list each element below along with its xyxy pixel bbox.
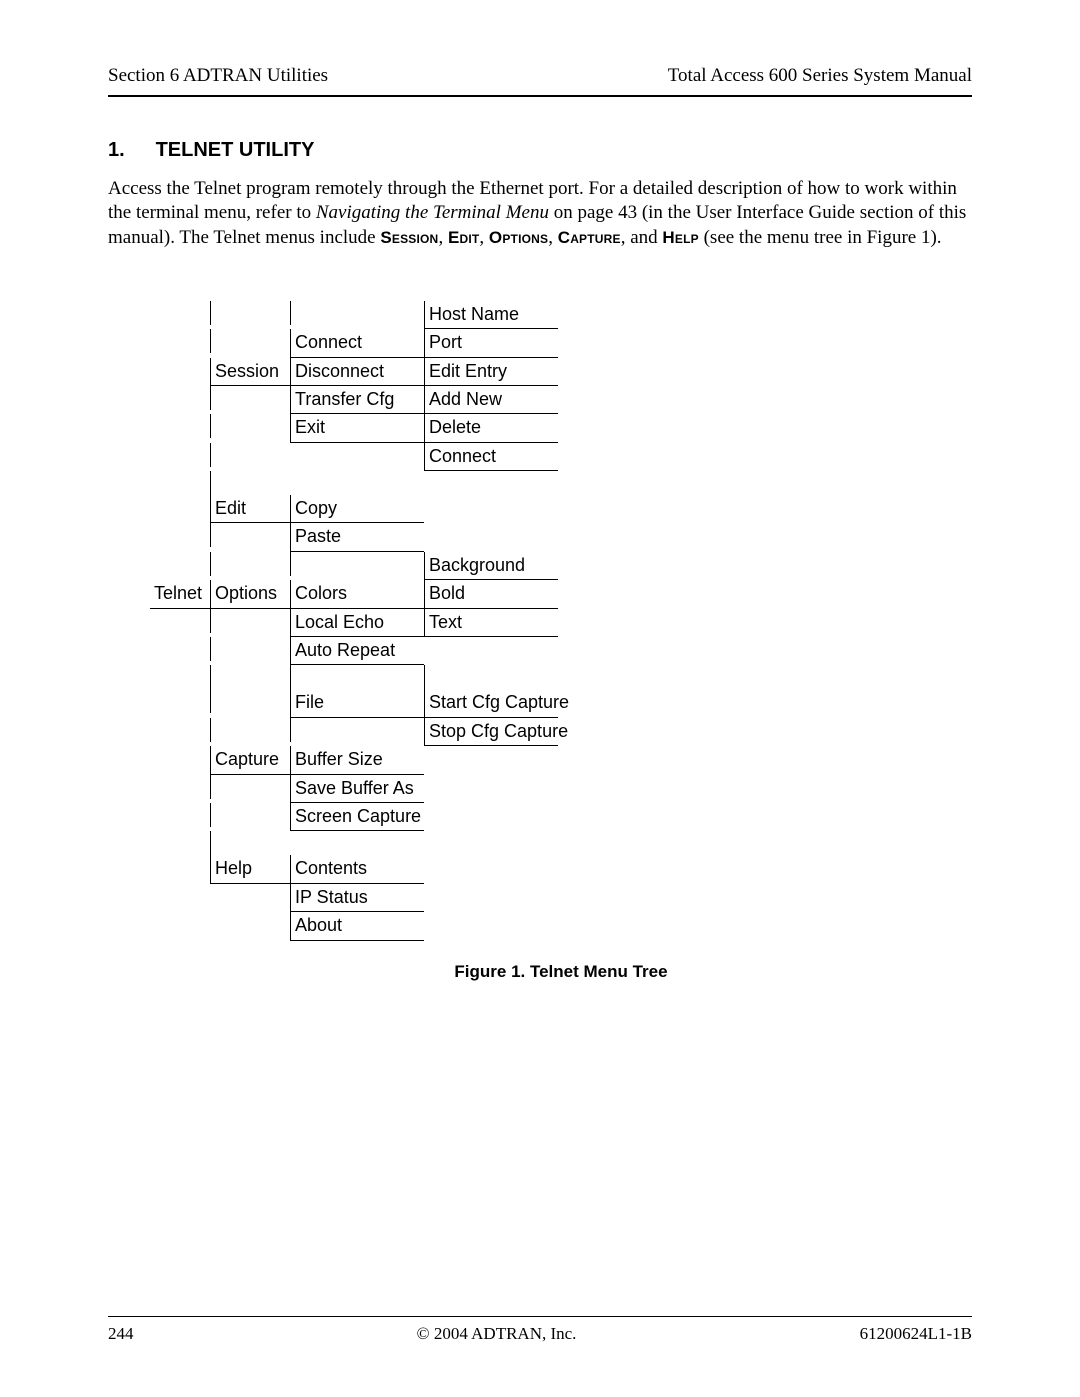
tree-item: Background [424, 552, 558, 580]
sep: , and [621, 227, 663, 248]
tree-item: About [290, 912, 424, 940]
tree-item: Edit Entry [424, 358, 558, 386]
menu-tree: Host Name Connect Port Session Disconnec… [150, 301, 972, 983]
tree-item: Contents [290, 855, 424, 883]
tree-branch-help: Help [210, 855, 290, 883]
page: Section 6 ADTRAN Utilities Total Access … [0, 0, 1080, 1397]
tree-item: Copy [290, 495, 424, 523]
tree-branch-session: Session [210, 358, 290, 386]
tree-item: Auto Repeat [290, 637, 424, 665]
footer-copyright: © 2004 ADTRAN, Inc. [417, 1323, 577, 1345]
tree-item: Paste [290, 523, 424, 551]
running-header: Section 6 ADTRAN Utilities Total Access … [108, 64, 972, 97]
tree-branch-edit: Edit [210, 495, 290, 523]
menu-name-session: Session [380, 228, 438, 247]
tree-item: Delete [424, 414, 558, 442]
para-text: (see the menu tree in Figure 1). [704, 227, 942, 248]
menu-name-options: Options [489, 228, 548, 247]
tree-item: Transfer Cfg [290, 386, 424, 414]
footer-page-number: 244 [108, 1323, 134, 1345]
tree-item: Bold [424, 580, 558, 608]
tree-item: Add New [424, 386, 558, 414]
heading-number: 1. [108, 137, 150, 163]
tree-item: Exit [290, 414, 424, 442]
header-right: Total Access 600 Series System Manual [668, 64, 972, 89]
tree-item: Text [424, 609, 558, 637]
tree-item: Stop Cfg Capture [424, 718, 558, 746]
section-heading: 1. TELNET UTILITY [108, 137, 972, 163]
tree-item: Colors [290, 580, 424, 608]
sep: , [548, 227, 558, 248]
tree-item: Local Echo [290, 609, 424, 637]
running-footer: 244 © 2004 ADTRAN, Inc. 61200624L1-1B [108, 1316, 972, 1345]
para-italic-ref: Navigating the Terminal Menu [316, 202, 549, 223]
tree-item: Buffer Size [290, 746, 424, 774]
tree-root: Telnet [150, 580, 210, 608]
header-left: Section 6 ADTRAN Utilities [108, 64, 328, 89]
intro-paragraph: Access the Telnet program remotely throu… [108, 177, 972, 251]
tree-item: Host Name [424, 301, 558, 329]
tree-item: Connect [424, 443, 558, 471]
menu-name-help: Help [662, 228, 698, 247]
tree-item: Port [424, 329, 558, 357]
tree-item: Disconnect [290, 358, 424, 386]
tree-item: Connect [290, 329, 424, 357]
tree-item: Start Cfg Capture [424, 689, 558, 717]
menu-name-capture: Capture [558, 228, 621, 247]
figure-caption: Figure 1. Telnet Menu Tree [150, 961, 972, 983]
tree-branch-capture: Capture [210, 746, 290, 774]
tree-item: Screen Capture [290, 803, 424, 831]
tree-item: File [290, 689, 424, 717]
sep: , [479, 227, 489, 248]
sep: , [438, 227, 448, 248]
menu-name-edit: Edit [448, 228, 479, 247]
tree-item: IP Status [290, 884, 424, 912]
footer-doc-number: 61200624L1-1B [860, 1323, 972, 1345]
tree-item: Save Buffer As [290, 775, 424, 803]
heading-title: TELNET UTILITY [156, 139, 315, 161]
tree-branch-options: Options [210, 580, 290, 608]
